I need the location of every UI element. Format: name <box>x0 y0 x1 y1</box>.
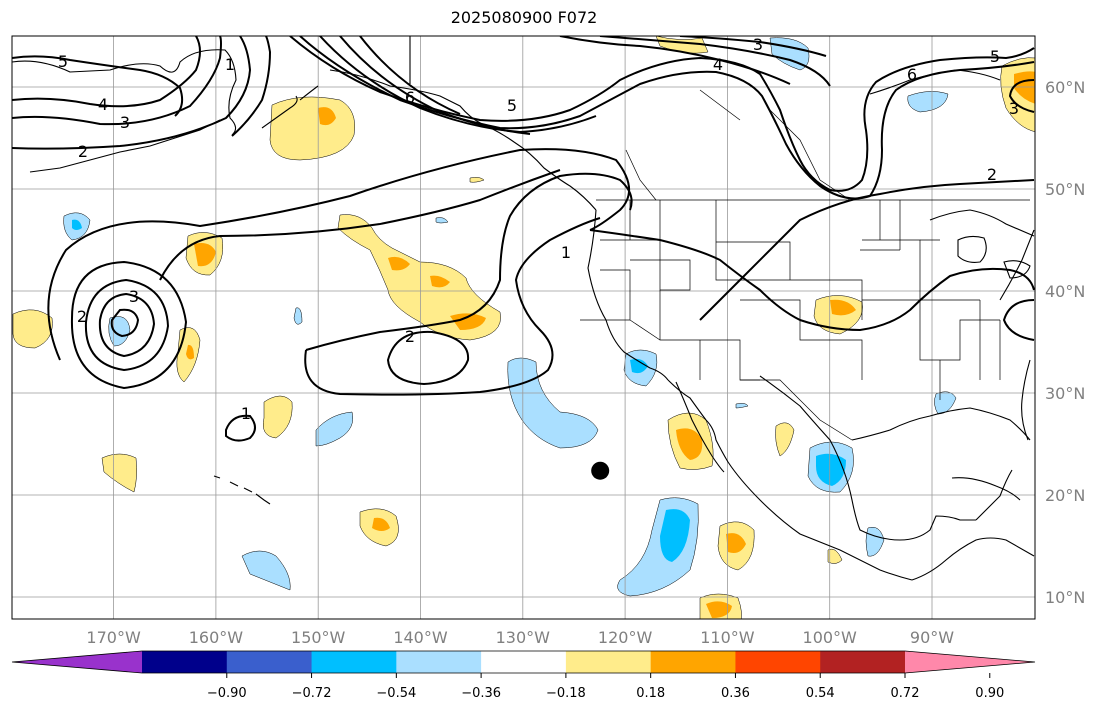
contour-lines <box>12 36 1035 442</box>
map-title: 2025080900 F072 <box>450 8 598 27</box>
colorbar-segment <box>565 651 652 673</box>
colorbar-segment <box>650 651 736 673</box>
contour-label: 3 <box>120 113 130 132</box>
lon-label: 110°W <box>700 628 755 647</box>
contour-label: 2 <box>78 142 88 161</box>
colorbar-extend-high <box>905 651 1035 673</box>
map-area <box>12 36 1035 619</box>
contour-label: 1 <box>561 243 571 262</box>
lon-label: 170°W <box>86 628 141 647</box>
contour-label: 5 <box>990 47 1000 66</box>
colorbar-tick-label: −0.54 <box>376 686 416 701</box>
contour-label: 4 <box>713 55 723 74</box>
longitude-labels: 170°W 160°W 150°W 140°W 130°W 120°W 110°… <box>86 628 954 647</box>
contour-labels: 5 4 3 2 1 6 5 4 3 6 5 3 2 1 2 1 3 2 <box>58 35 1019 423</box>
colorbar-segment <box>481 651 567 673</box>
lat-label: 60°N <box>1045 78 1085 97</box>
coastlines <box>12 36 1035 581</box>
colorbar: −0.90 −0.72 −0.54 −0.36 −0.18 0.18 0.36 0.54 0.7… <box>11 650 1036 701</box>
colorbar-segment <box>226 651 313 673</box>
contour-label: 1 <box>241 404 251 423</box>
latitude-labels: 60°N 50°N 40°N 30°N 20°N 10°N <box>1045 78 1085 607</box>
colorbar-segment <box>820 651 906 673</box>
contour-label: 5 <box>507 96 517 115</box>
lon-label: 130°W <box>496 628 551 647</box>
colorbar-tick-label: −0.72 <box>292 686 332 701</box>
colorbar-segment <box>396 651 482 673</box>
colorbar-tick-label: 0.72 <box>891 686 920 701</box>
colorbar-tick-label: 0.36 <box>721 686 750 701</box>
contour-label: 5 <box>58 52 68 71</box>
colorbar-tick-label: 0.54 <box>806 686 835 701</box>
colorbar-tick-label: 0.90 <box>975 686 1004 701</box>
colorbar-segment <box>311 651 397 673</box>
lon-label: 140°W <box>393 628 448 647</box>
contour-label: 2 <box>77 307 87 326</box>
lon-label: 120°W <box>598 628 653 647</box>
map-frame <box>11 35 1036 620</box>
colorbar-tick-label: −0.18 <box>546 686 586 701</box>
colorbar-extend-low <box>12 651 142 673</box>
contour-label: 1 <box>225 55 235 74</box>
colorbar-tick-label: −0.90 <box>207 686 247 701</box>
contour-label: 6 <box>405 88 415 107</box>
lon-label: 150°W <box>291 628 346 647</box>
colorbar-segment <box>735 651 821 673</box>
map-gridlines <box>12 36 1035 619</box>
lat-label: 50°N <box>1045 180 1085 199</box>
lat-label: 30°N <box>1045 384 1085 403</box>
contour-label: 3 <box>1009 99 1019 118</box>
colorbar-tick-label: 0.18 <box>636 686 665 701</box>
lat-label: 20°N <box>1045 486 1085 505</box>
lon-label: 160°W <box>189 628 244 647</box>
colorbar-segment <box>142 651 228 673</box>
lat-label: 40°N <box>1045 282 1085 301</box>
contour-label: 6 <box>907 65 917 84</box>
contour-label: 3 <box>753 35 763 54</box>
contour-label: 2 <box>987 165 997 184</box>
lon-label: 90°W <box>910 628 954 647</box>
lat-label: 10°N <box>1045 588 1085 607</box>
contour-label: 4 <box>98 95 108 114</box>
location-marker <box>591 461 610 480</box>
contour-label: 2 <box>405 327 415 346</box>
lon-label: 100°W <box>803 628 858 647</box>
colorbar-tick-label: −0.36 <box>461 686 501 701</box>
colorbar-outline <box>11 650 1036 674</box>
contour-label: 3 <box>129 287 139 306</box>
